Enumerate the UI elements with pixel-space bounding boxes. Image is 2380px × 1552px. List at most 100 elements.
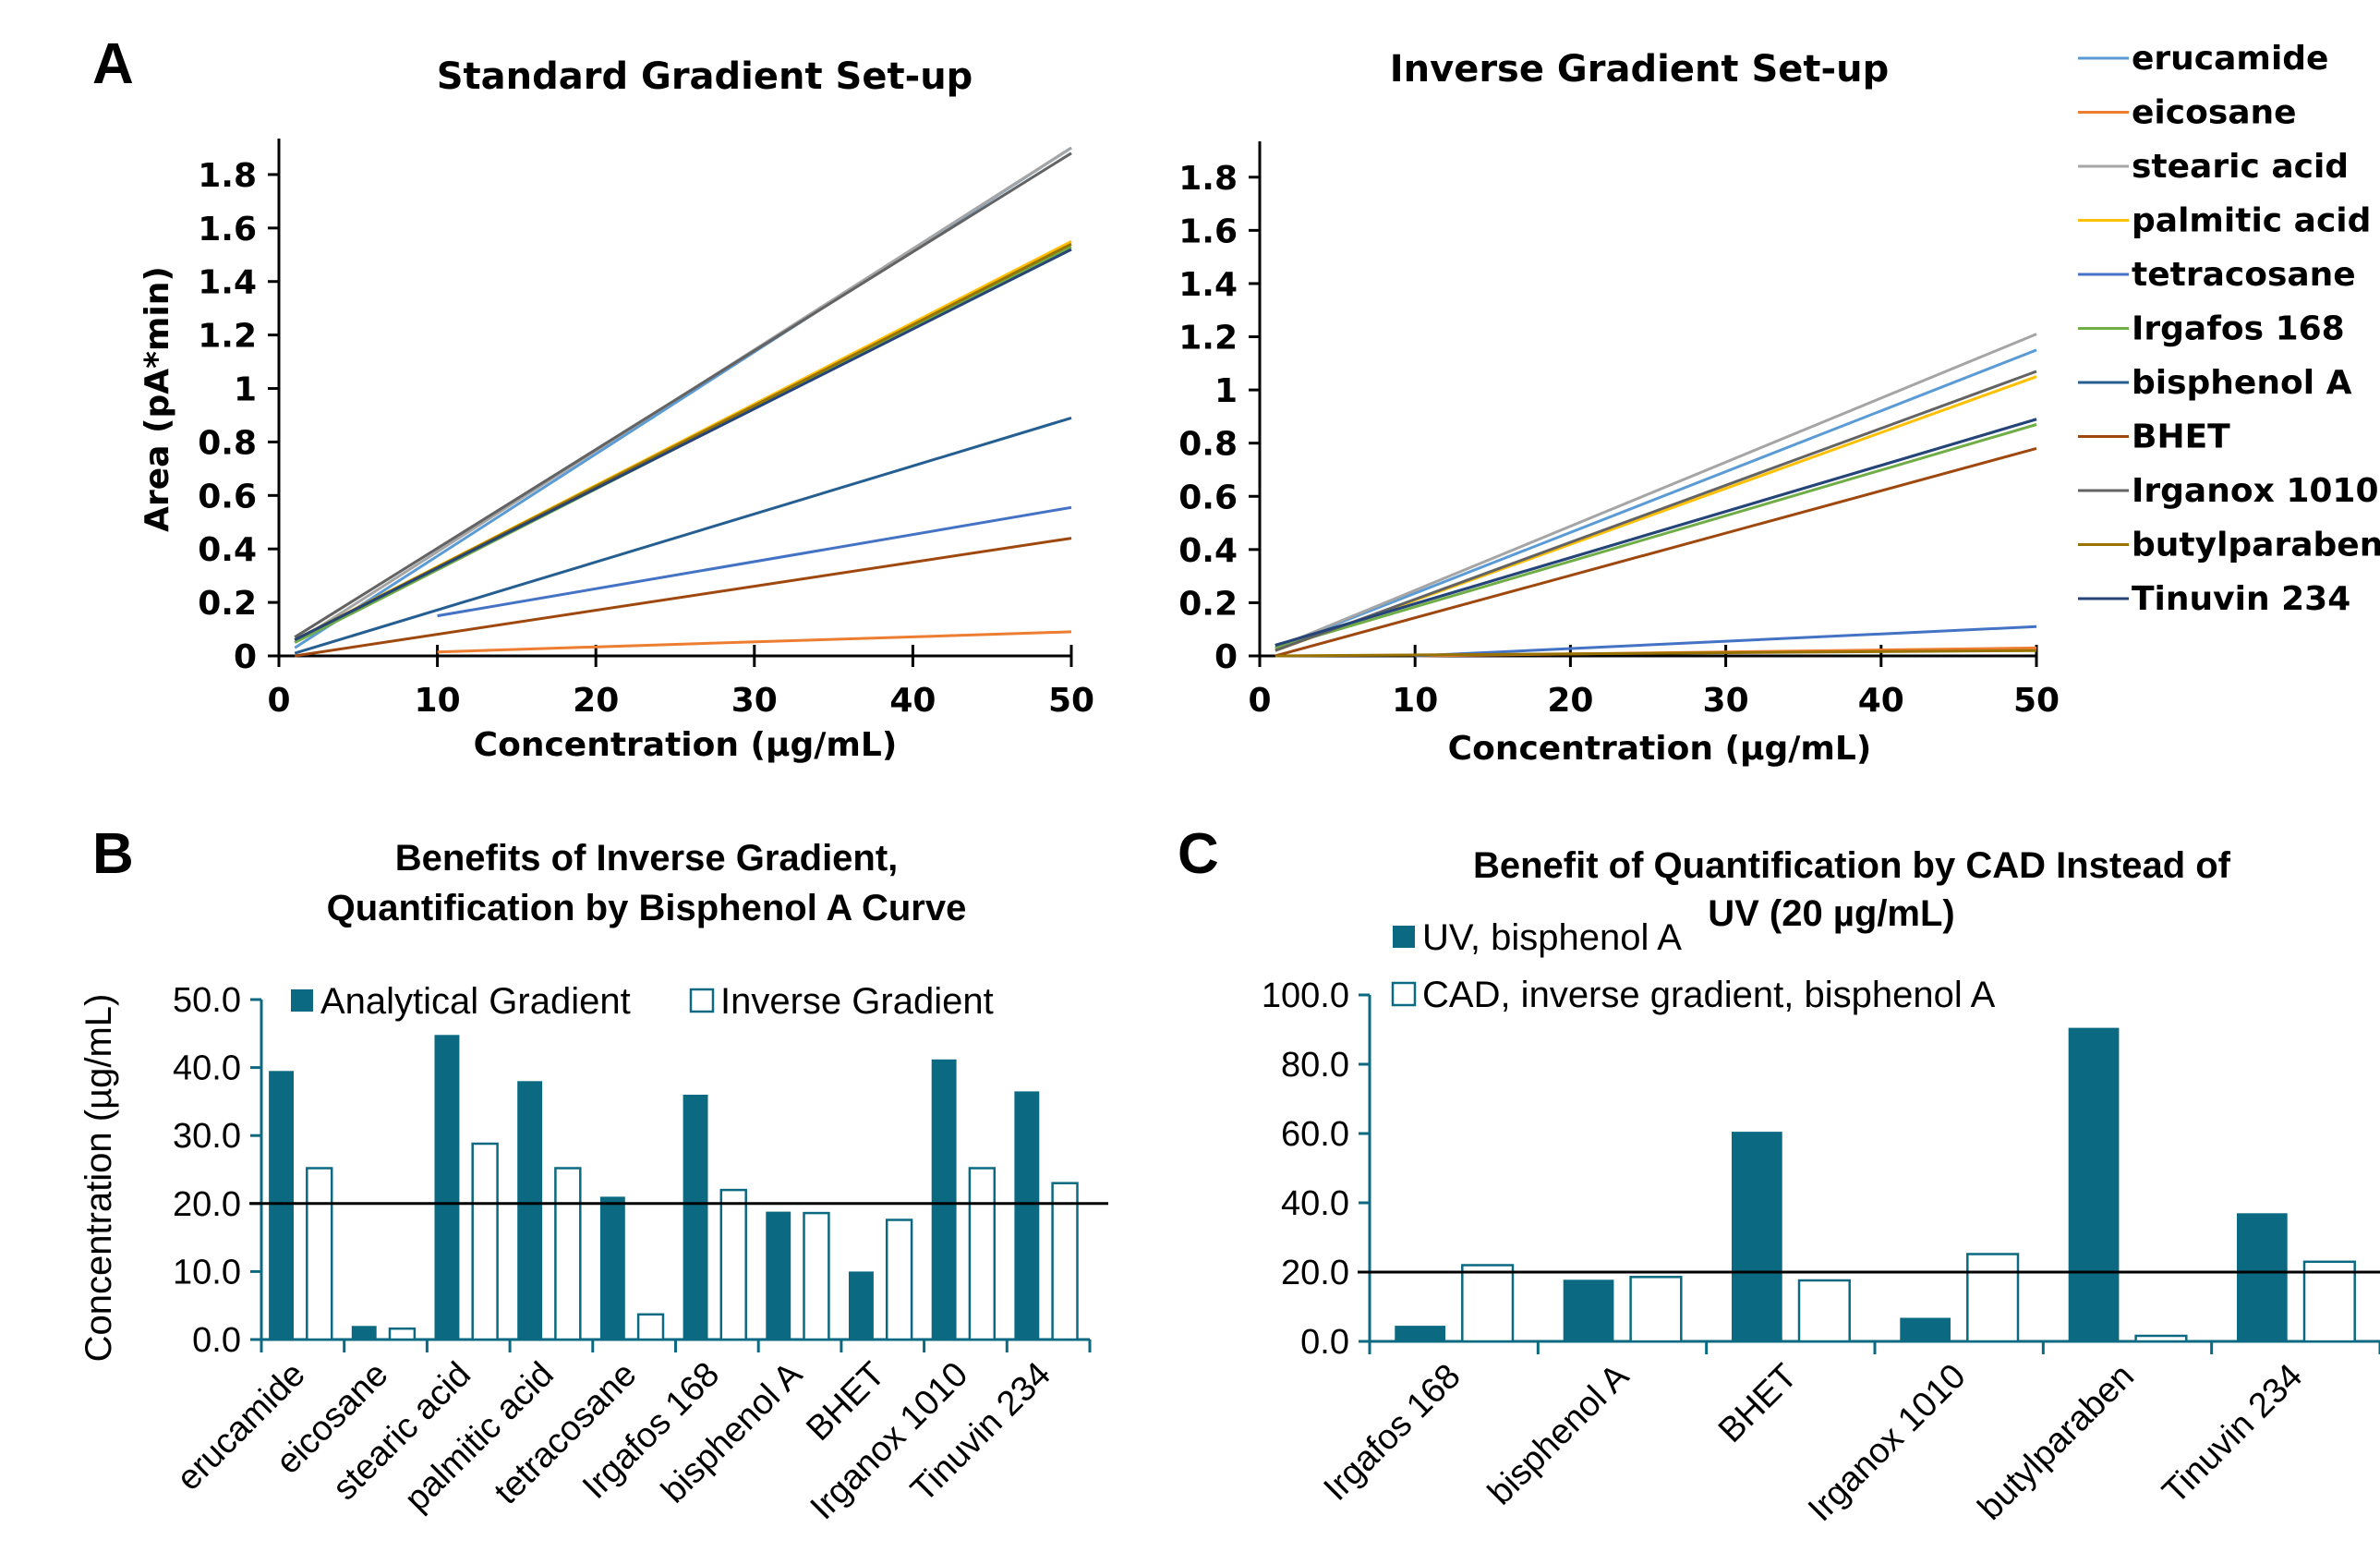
inverse-series-erucamide (1275, 348, 2037, 649)
cad-benefit-legend-swatch-cad-inverse-gradient-bisphenol-a (1391, 981, 1417, 1007)
legend-label-irgafos-168: Irgafos 168 (2132, 310, 2345, 348)
gradient-benefit-bar-inverse-gradient-irganox-1010 (968, 1167, 997, 1341)
standard-y-tick-label: 0.4 (198, 531, 257, 569)
legend-label-stearic-acid: stearic acid (2132, 148, 2349, 186)
cad-benefit-legend-label-uv-bisphenol-a: UV, bisphenol A (1422, 917, 1682, 958)
cad-benefit-bar-uv-bisphenol-a-irgafos-168 (1395, 1326, 1445, 1341)
series-legend: erucamide eicosane stearic acid palmitic ac… (2078, 40, 2380, 618)
gradient-benefit-chart: Benefits of Inverse Gradient, Quantifica… (79, 838, 1108, 1527)
standard-y-tick-label: 1.4 (198, 264, 257, 302)
standard-x-axis-label: Concentration (µg/mL) (474, 726, 898, 764)
gradient-benefit-plot: 0.010.020.030.040.050.0erucamideeicosane… (170, 981, 1108, 1527)
legend-label-irganox-1010: Irganox 1010 (2132, 472, 2379, 510)
gradient-benefit-bar-analytical-gradient-palmitic-acid (517, 1081, 543, 1340)
cad-benefit-bar-cad-inverse-gradient-bisphenol-a-tinuvin-234 (2302, 1260, 2356, 1343)
inverse-series-bhet (1275, 446, 2037, 658)
cad-benefit-title-line-1: Benefit of Quantification by CAD Instead… (1473, 845, 2231, 886)
cad-benefit-category-label-bisphenol-a: bisphenol A (1480, 1356, 1637, 1512)
standard-y-tick-label: 1.8 (198, 157, 257, 195)
legend-label-erucamide: erucamide (2132, 40, 2328, 78)
standard-series-bhet (294, 537, 1072, 658)
inverse-x-tick-label: 50 (2013, 682, 2060, 720)
gradient-benefit-y-tick-label: 10.0 (173, 1253, 241, 1291)
inverse-y-tick-label: 0.2 (1178, 585, 1238, 623)
gradient-benefit-bar-analytical-gradient-tinuvin-234 (1014, 1091, 1040, 1340)
standard-y-tick-label: 0 (234, 638, 257, 676)
standard-series-eicosane (437, 630, 1072, 654)
gradient-benefit-legend-swatch-analytical-gradient (291, 989, 313, 1012)
gradient-benefit-bar-inverse-gradient-irgafos-168 (719, 1188, 747, 1341)
inverse-y-tick-label: 1 (1214, 372, 1238, 410)
standard-chart-title: Standard Gradient Set-up (437, 55, 973, 98)
gradient-benefit-bar-analytical-gradient-erucamide (269, 1071, 294, 1340)
inverse-y-tick-label: 0.6 (1178, 479, 1238, 516)
panel-letter-a: A (92, 32, 134, 96)
cad-benefit-legend-swatch-uv-bisphenol-a (1393, 926, 1415, 948)
cad-benefit-category-label-butylparaben: butylparaben (1971, 1357, 2142, 1528)
inverse-y-tick-label: 1.2 (1178, 320, 1238, 358)
gradient-benefit-bar-inverse-gradient-tinuvin-234 (1051, 1182, 1079, 1341)
gradient-benefit-legend-label-analytical-gradient: Analytical Gradient (320, 981, 631, 1022)
gradient-benefit-y-tick-label: 0.0 (192, 1321, 241, 1360)
panel-letter-c: C (1178, 822, 1219, 886)
cad-benefit-bar-uv-bisphenol-a-butylparaben (2068, 1027, 2120, 1341)
standard-x-tick-label: 40 (889, 682, 936, 720)
legend-label-tetracosane: tetracosane (2132, 256, 2356, 294)
cad-benefit-bar-cad-inverse-gradient-bisphenol-a-bhet (1797, 1279, 1851, 1343)
cad-benefit-category-label-bhet: BHET (1711, 1357, 1805, 1450)
inverse-x-tick-label: 40 (1858, 682, 1904, 720)
inverse-series-irgafos-168 (1275, 423, 2037, 649)
inverse-y-tick-label: 1.6 (1178, 212, 1238, 250)
inverse-y-tick-label: 1.4 (1178, 266, 1238, 304)
standard-y-axis-label: Area (pA*min) (139, 266, 176, 532)
standard-x-tick-label: 30 (731, 682, 778, 720)
inverse-x-axis-label: Concentration (µg/mL) (1448, 730, 1872, 768)
gradient-benefit-y-tick-label: 30.0 (173, 1117, 241, 1156)
legend-label-bhet: BHET (2132, 418, 2230, 456)
inverse-series-butylparaben (1275, 649, 2037, 658)
inverse-gradient-chart: Inverse Gradient Set-up 0 0.2 0.4 0.6 0.8 1 1.… (1178, 40, 2380, 768)
standard-y-tick-label: 1.2 (198, 318, 257, 356)
standard-y-tick-label: 0.2 (198, 585, 257, 623)
cad-benefit-bar-uv-bisphenol-a-tinuvin-234 (2237, 1213, 2288, 1342)
gradient-benefit-bar-inverse-gradient-eicosane (388, 1327, 417, 1341)
standard-x-tick-label: 50 (1048, 682, 1094, 720)
standard-x-tick-label: 0 (267, 682, 290, 720)
standard-y-tick-label: 0.6 (198, 478, 257, 515)
cad-benefit-bar-cad-inverse-gradient-bisphenol-a-butylparaben (2134, 1334, 2188, 1343)
gradient-benefit-y-tick-label: 50.0 (173, 981, 241, 1020)
legend-label-palmitic-acid: palmitic acid (2132, 202, 2371, 240)
gradient-benefit-legend-swatch-inverse-gradient (689, 988, 715, 1013)
cad-benefit-bar-cad-inverse-gradient-bisphenol-a-irgafos-168 (1461, 1264, 1515, 1343)
cad-benefit-bar-uv-bisphenol-a-bisphenol-a (1563, 1279, 1614, 1342)
cad-benefit-plot: 0.0 20.0 40.0 60.0 80.0 100.0 Irgafos 168 bisph… (1262, 917, 2380, 1529)
panel-letter-b: B (92, 822, 134, 886)
cad-benefit-y-tick-label: 0.0 (1300, 1323, 1349, 1362)
standard-series-irganox-1010 (294, 152, 1072, 638)
gradient-benefit-bar-analytical-gradient-eicosane (351, 1326, 377, 1340)
cad-benefit-y-tick-label: 20.0 (1281, 1254, 1349, 1292)
inverse-series-tetracosane (1415, 624, 2037, 658)
standard-y-tick-label: 0.8 (198, 424, 257, 462)
legend-label-eicosane: eicosane (2132, 94, 2297, 132)
standard-series-bisphenol-a (294, 416, 1072, 655)
inverse-y-tick-label: 0.4 (1178, 532, 1238, 570)
legend-label-bisphenol-a: bisphenol A (2132, 364, 2352, 402)
cad-benefit-category-label-tinuvin-234: Tinuvin 234 (2156, 1357, 2311, 1512)
gradient-benefit-y-tick-label: 40.0 (173, 1049, 241, 1088)
cad-benefit-y-tick-label: 60.0 (1281, 1115, 1349, 1154)
gradient-benefit-y-axis-label: Concentration (µg/mL) (79, 994, 119, 1363)
gradient-benefit-y-tick-label: 20.0 (173, 1185, 241, 1224)
gradient-benefit-bar-inverse-gradient-tetracosane (636, 1313, 665, 1341)
standard-chart-plot: 0 0.2 0.4 0.6 0.8 1 1.2 1.4 1.6 1.8 0 10 20 30 40 50 (198, 139, 1094, 720)
cad-benefit-category-label-irgafos-168: Irgafos 168 (1316, 1357, 1468, 1509)
gradient-benefit-bar-analytical-gradient-tetracosane (599, 1196, 625, 1340)
cad-benefit-title-line-2: UV (20 µg/mL) (1708, 893, 1955, 934)
cad-benefit-bar-uv-bisphenol-a-irganox-1010 (1900, 1317, 1951, 1341)
inverse-x-tick-label: 10 (1392, 682, 1438, 720)
gradient-benefit-bar-inverse-gradient-erucamide (306, 1167, 333, 1341)
inverse-x-tick-label: 0 (1248, 682, 1271, 720)
cad-benefit-category-label-irganox-1010: Irganox 1010 (1801, 1357, 1974, 1530)
cad-benefit-y-tick-label: 40.0 (1281, 1184, 1349, 1223)
